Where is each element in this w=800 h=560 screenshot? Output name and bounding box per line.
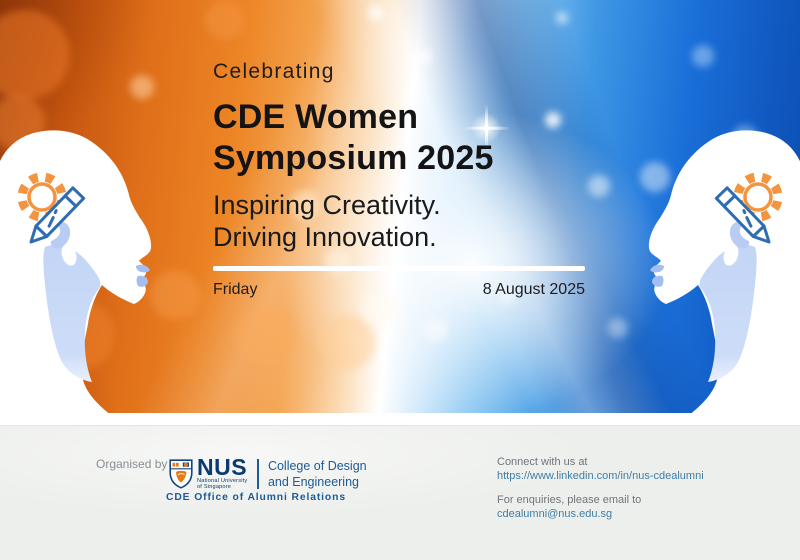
linkedin-link[interactable]: https://www.linkedin.com/in/nus-cdealumn…: [497, 470, 704, 483]
nus-shield-icon: [169, 459, 193, 489]
banner-content: Celebrating CDE Women Symposium 2025 Ins…: [213, 60, 585, 299]
tagline-line-2: Driving Innovation.: [213, 222, 437, 253]
ear-shape: [50, 221, 71, 249]
bokeh-circle: [500, 288, 516, 304]
office-of-alumni-relations-label: CDE Office of Alumni Relations: [166, 492, 346, 503]
event-tagline: Inspiring Creativity. Driving Innovation…: [213, 189, 585, 254]
female-head-silhouette-left: [0, 130, 152, 413]
footer: Organised by NUS National University of …: [0, 425, 800, 560]
female-head-silhouette-right: [648, 130, 800, 413]
bokeh-circle: [290, 190, 320, 220]
bokeh-circle: [320, 315, 375, 370]
logo-separator: [257, 459, 259, 490]
bokeh-circle: [414, 48, 432, 66]
bokeh-circle: [368, 5, 384, 21]
event-day: Friday: [213, 280, 258, 298]
eyebrow-text: Celebrating: [213, 60, 335, 83]
bokeh-circle: [150, 270, 200, 320]
tagline-line-1: Inspiring Creativity.: [213, 189, 441, 220]
contact-block: Connect with us at https://www.linkedin.…: [497, 455, 704, 530]
nus-wordmark-block: NUS National University of Singapore: [197, 454, 248, 491]
pencil-icon: [714, 186, 771, 244]
divider-line: [213, 265, 585, 271]
bokeh-circle: [205, 0, 245, 40]
bokeh-circle: [0, 10, 70, 100]
nus-cde-logo: NUS National University of Singapore Col…: [169, 454, 367, 491]
bokeh-circle: [362, 290, 396, 324]
event-title: CDE Women Symposium 2025: [213, 97, 585, 180]
college-line-1: College of Design: [267, 459, 367, 473]
bokeh-circle: [640, 162, 670, 192]
college-line-2: and Engineering: [267, 475, 359, 490]
event-date: 8 August 2025: [482, 280, 585, 298]
bokeh-circle: [235, 305, 295, 365]
title-line-2: Symposium 2025: [213, 139, 494, 178]
neck-shading: [43, 244, 101, 382]
enquiries-label: For enquiries, please email to: [497, 493, 642, 506]
enquiries-group: For enquiries, please email to cdealumni…: [497, 493, 704, 522]
event-date-row: Friday 8 August 2025: [213, 281, 585, 299]
event-banner: Celebrating CDE Women Symposium 2025 Ins…: [0, 0, 800, 413]
bokeh-circle: [424, 318, 448, 342]
lower-lip: [136, 275, 148, 287]
title-line-1: CDE Women: [213, 98, 419, 136]
bokeh-circle: [545, 112, 561, 128]
ear-shape: [729, 221, 750, 249]
connect-label: Connect with us at: [497, 456, 588, 468]
nus-institution-line2: of Singapore: [197, 484, 232, 491]
email-link[interactable]: cdealumni@nus.edu.sg: [497, 507, 613, 520]
bokeh-circle: [588, 175, 610, 197]
nus-institution-line1: National University: [197, 477, 248, 484]
earlobe-highlight: [61, 244, 77, 266]
bokeh-circle: [692, 45, 714, 67]
pencil-icon: [29, 186, 86, 244]
upper-lip: [136, 264, 150, 273]
organised-by-label: Organised by: [96, 457, 168, 471]
nus-wordmark: NUS: [197, 454, 248, 481]
bokeh-circle: [556, 12, 568, 24]
college-name: College of Design and Engineering: [268, 458, 367, 491]
bokeh-circle: [130, 75, 154, 99]
sparkle-icon: [468, 104, 504, 152]
connect-group: Connect with us at https://www.linkedin.…: [497, 455, 704, 484]
bokeh-circle: [608, 318, 628, 338]
